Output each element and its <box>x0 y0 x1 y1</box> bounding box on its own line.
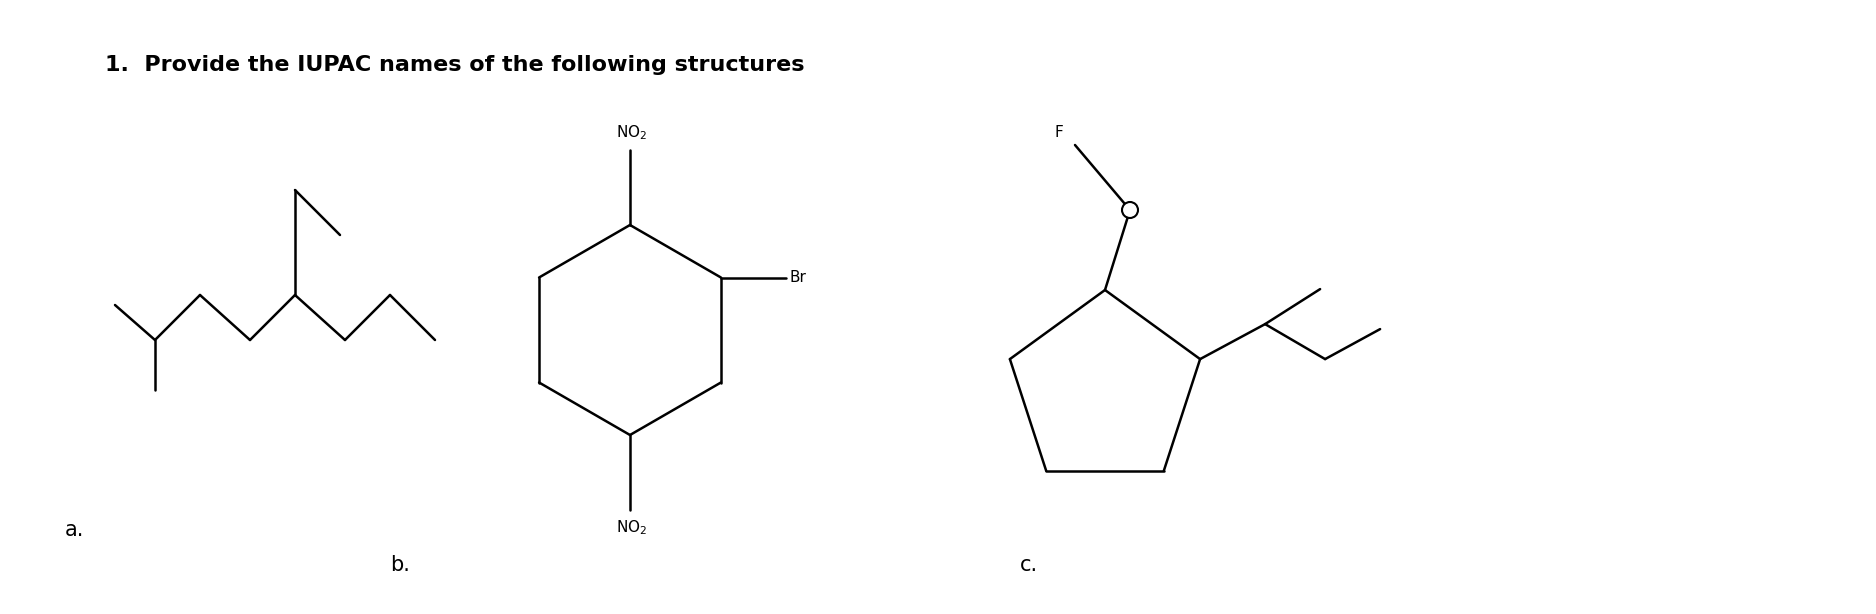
Text: F: F <box>1054 125 1064 140</box>
Text: NO$_2$: NO$_2$ <box>615 123 647 142</box>
Text: c.: c. <box>1021 555 1037 575</box>
Text: Br: Br <box>790 270 807 285</box>
Text: b.: b. <box>390 555 409 575</box>
Circle shape <box>1122 202 1139 218</box>
Text: 1.  Provide the IUPAC names of the following structures: 1. Provide the IUPAC names of the follow… <box>105 55 805 75</box>
Text: NO$_2$: NO$_2$ <box>615 518 647 537</box>
Text: a.: a. <box>66 520 84 540</box>
